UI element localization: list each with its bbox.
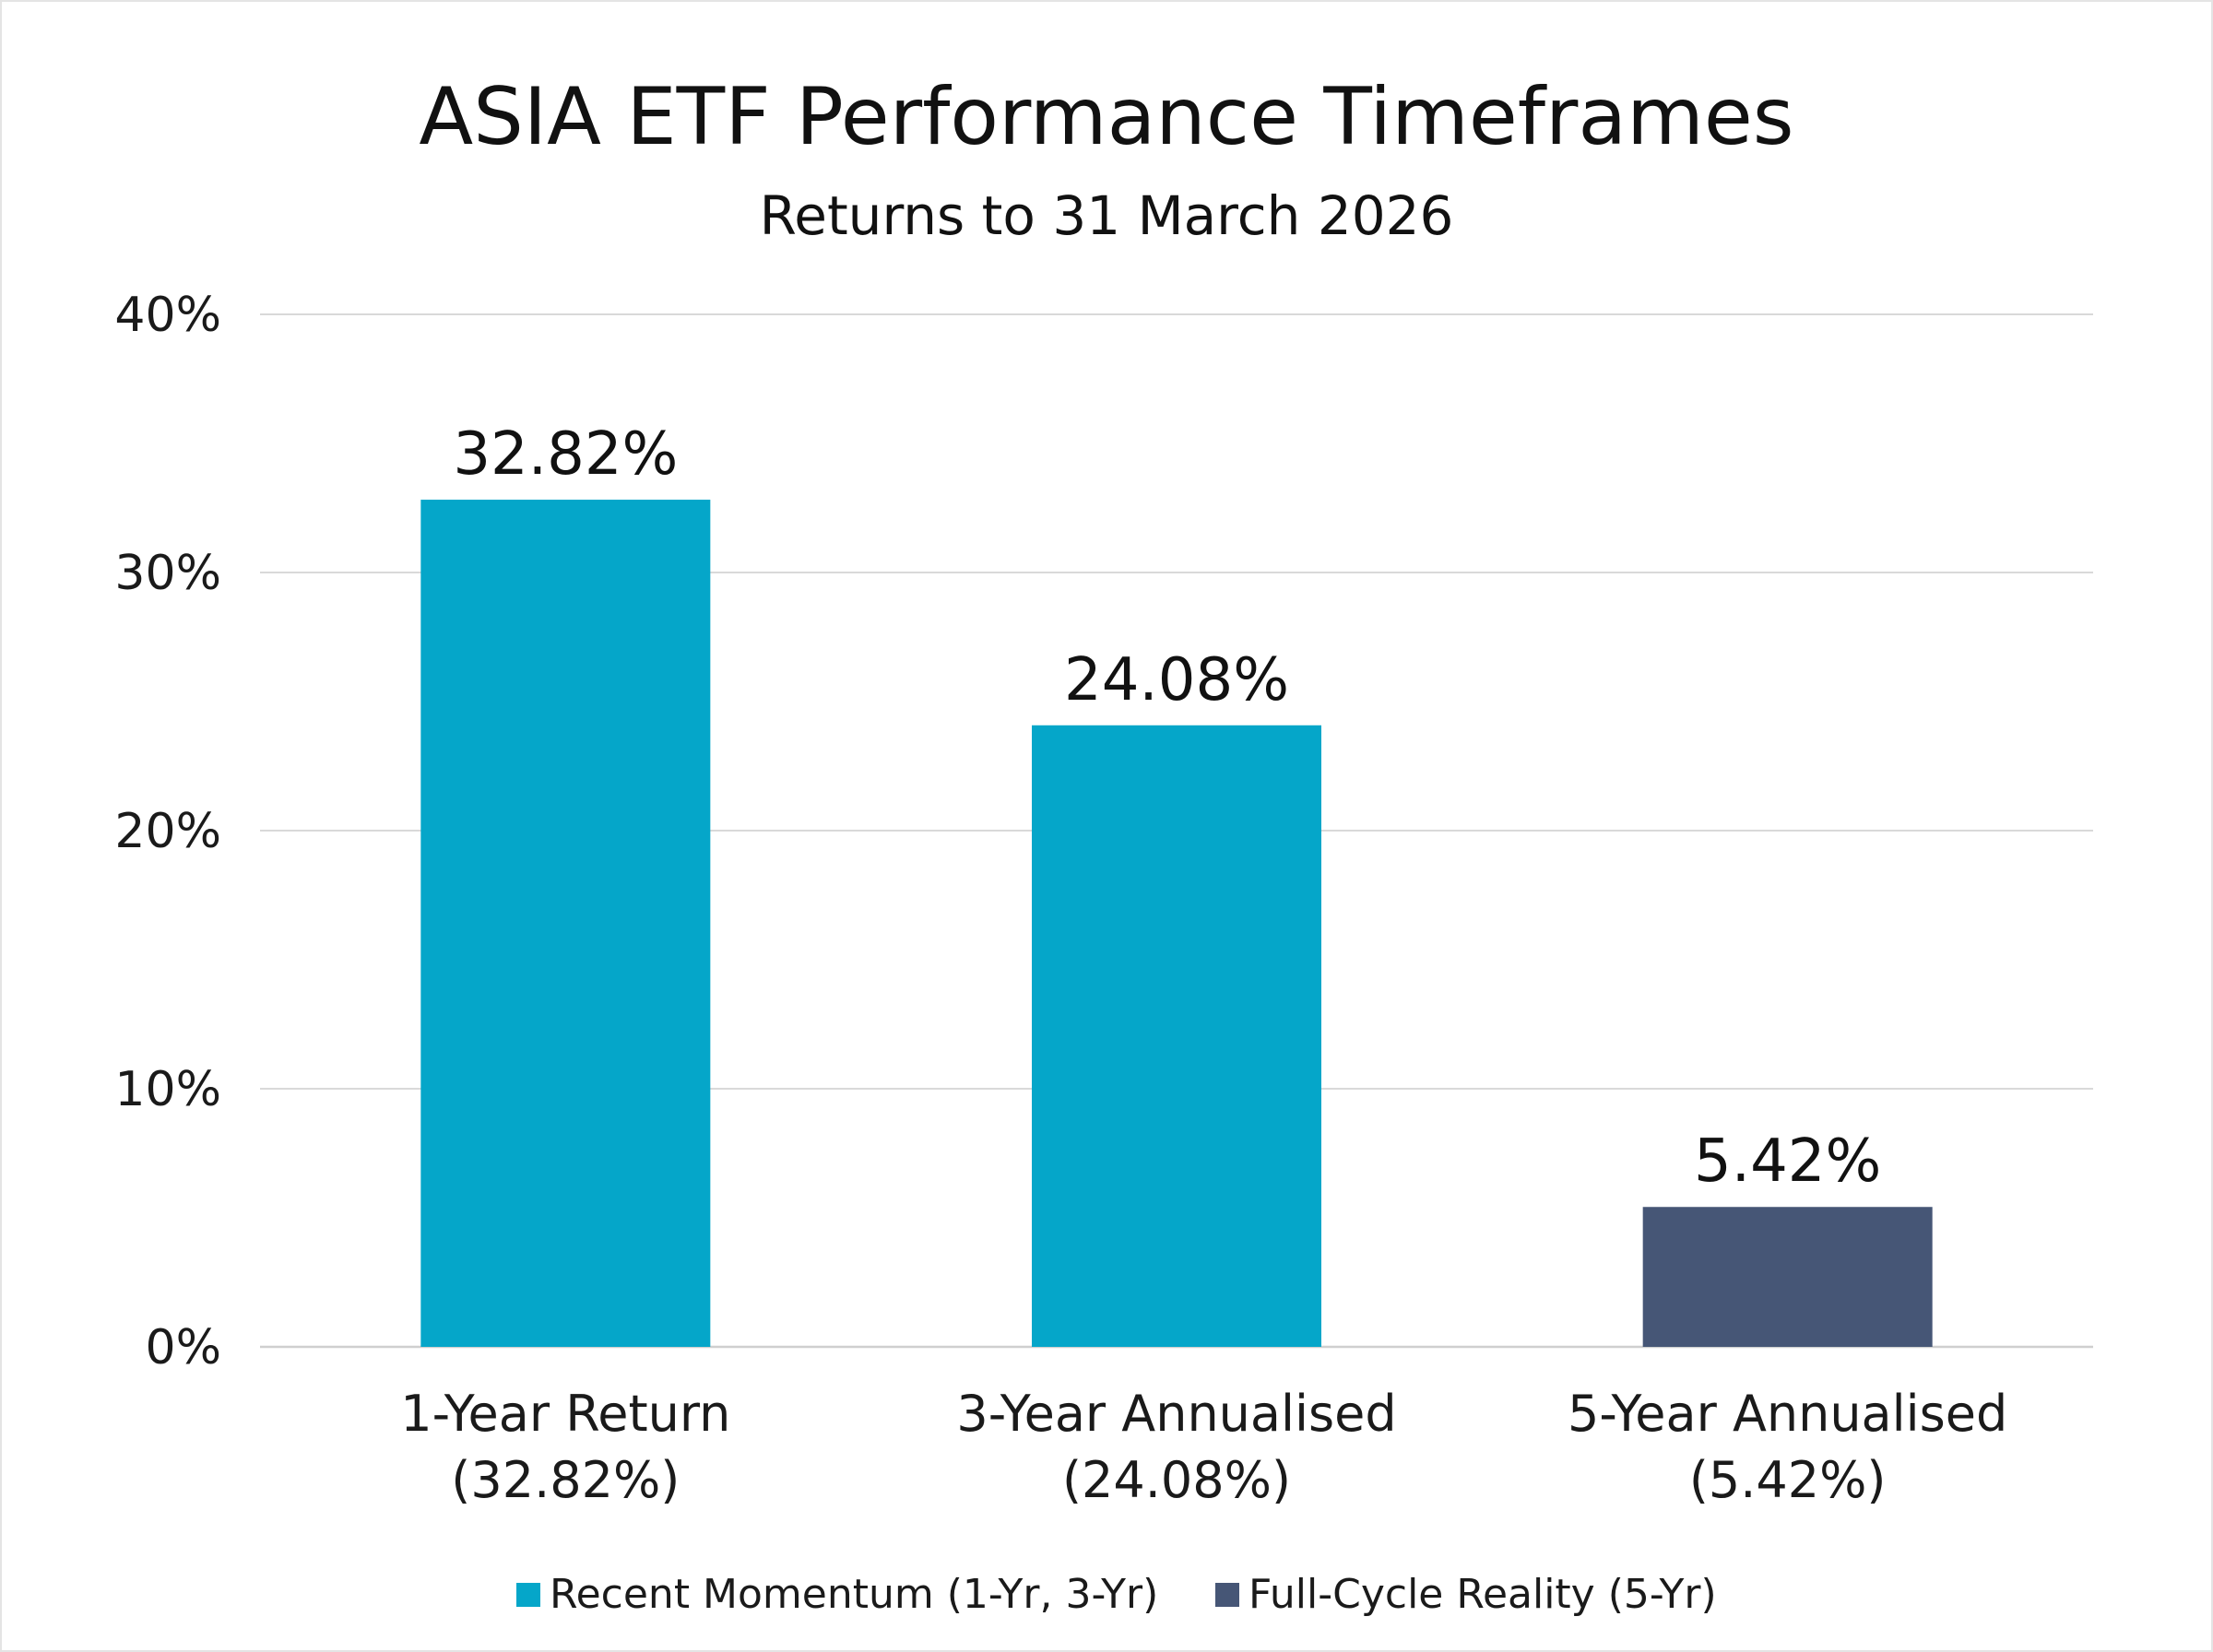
data-label: 24.08%	[1064, 646, 1289, 714]
x-tick-label: (32.82%)	[451, 1451, 680, 1509]
chart-subtitle: Returns to 31 March 2026	[760, 184, 1454, 247]
chart-title: ASIA ETF Performance Timeframes	[419, 71, 1793, 163]
legend: Recent Momentum (1-Yr, 3-Yr) Full-Cycle R…	[516, 1571, 1717, 1618]
bars	[420, 500, 1933, 1347]
data-label: 32.82%	[453, 420, 678, 489]
legend-label: Full-Cycle Reality (5-Yr)	[1249, 1571, 1717, 1618]
y-tick-label: 40%	[114, 288, 221, 343]
bar	[420, 500, 711, 1347]
bar	[1032, 725, 1321, 1347]
x-tick-label: (24.08%)	[1062, 1451, 1291, 1509]
x-tick-label: 3-Year Annualised	[956, 1385, 1396, 1443]
y-tick-label: 30%	[114, 546, 221, 601]
data-label: 5.42%	[1694, 1127, 1881, 1196]
legend-swatch	[1215, 1583, 1239, 1607]
y-tick-label: 0%	[146, 1320, 222, 1375]
bar	[1642, 1207, 1933, 1347]
x-tick-label: (5.42%)	[1689, 1451, 1887, 1509]
data-labels: 32.82% 24.08% 5.42%	[453, 420, 1881, 1196]
x-axis-ticks: 1-Year Return (32.82%) 3-Year Annualised (2…	[400, 1385, 2007, 1509]
legend-label: Recent Momentum (1-Yr, 3-Yr)	[550, 1571, 1158, 1618]
y-axis-ticks: 0% 10% 20% 30% 40%	[114, 288, 221, 1375]
x-tick-label: 1-Year Return	[400, 1385, 730, 1443]
y-tick-label: 20%	[114, 804, 221, 859]
legend-swatch	[516, 1583, 540, 1607]
y-tick-label: 10%	[114, 1062, 221, 1117]
x-tick-label: 5-Year Annualised	[1568, 1385, 2007, 1443]
